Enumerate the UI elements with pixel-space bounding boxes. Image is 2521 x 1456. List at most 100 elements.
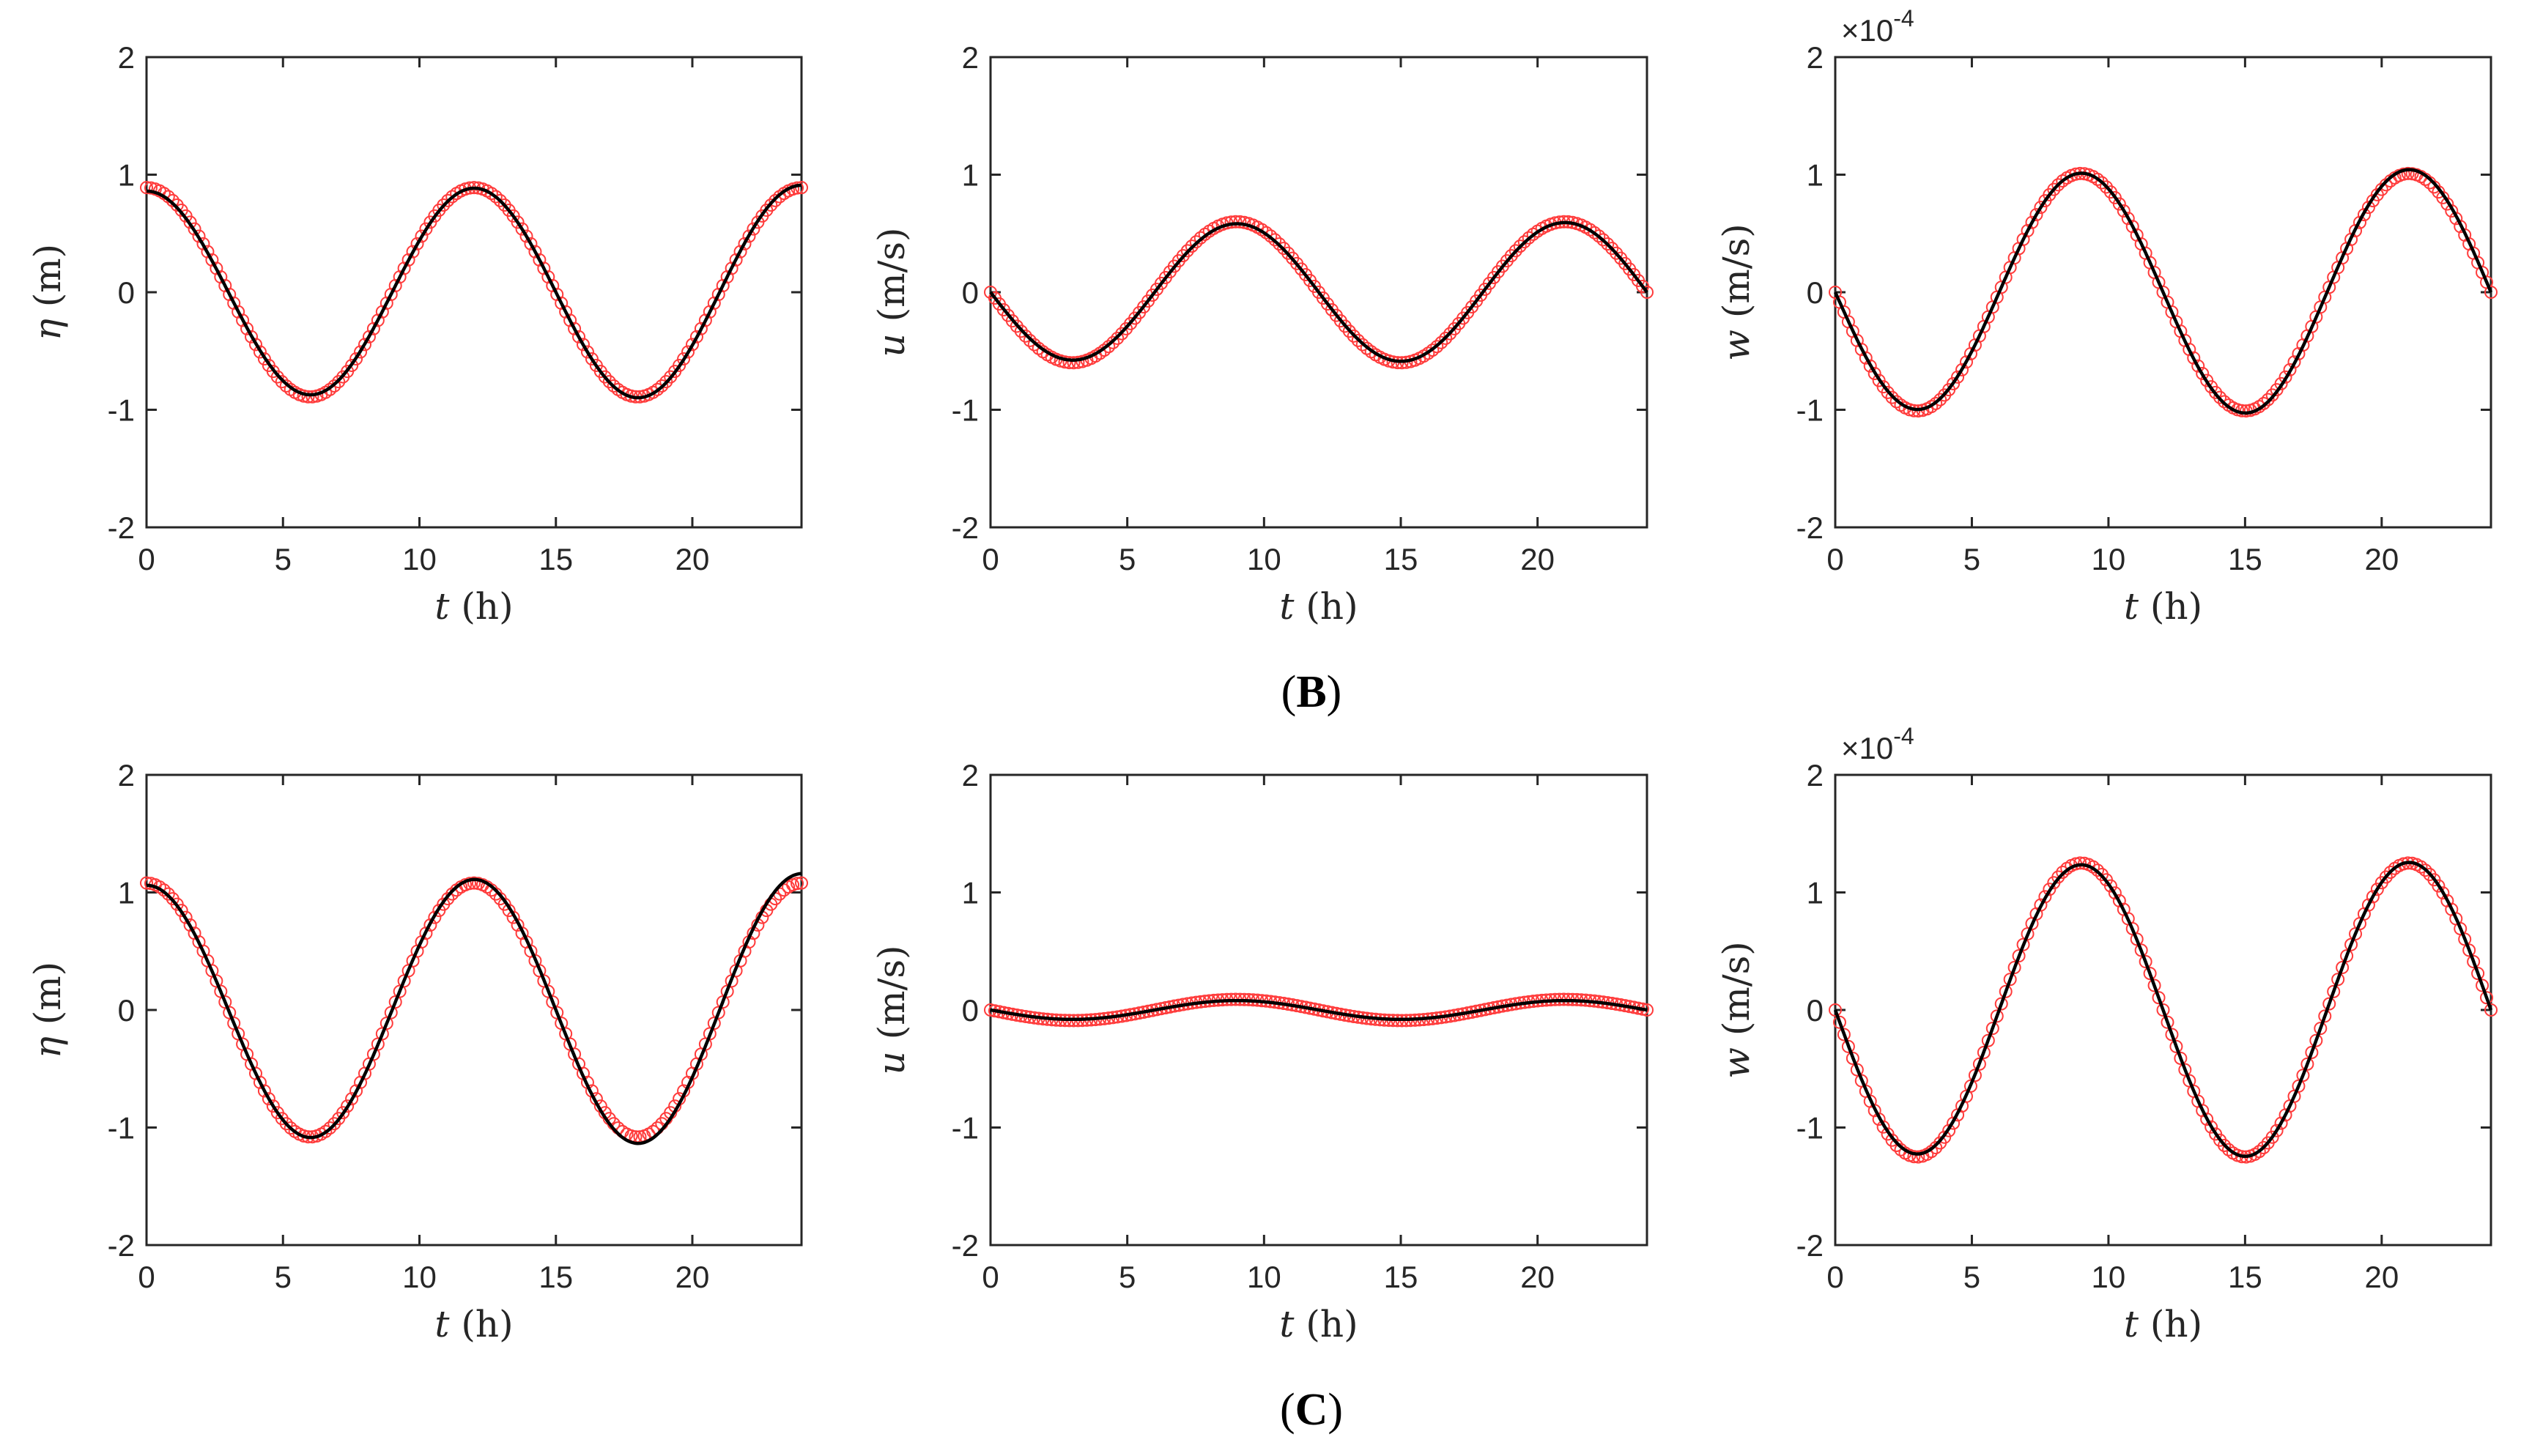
data-point: [1837, 1028, 1851, 1041]
x-tick-label: 10: [1247, 1260, 1281, 1294]
data-point: [279, 1117, 293, 1131]
data-point: [345, 358, 359, 372]
data-point: [563, 313, 577, 327]
data-point: [2357, 208, 2371, 222]
data-point: [2287, 355, 2301, 369]
y-tick-label: 2: [1807, 40, 1824, 75]
data-point: [524, 237, 538, 250]
data-point: [1885, 390, 1899, 404]
data-point: [1942, 1123, 1956, 1137]
data-point: [1273, 237, 1287, 251]
panel-C-u: 0 5 10 15 20 -2 -1 0 1 2 t (h) u (m/s): [870, 758, 1654, 1345]
data-point: [245, 330, 259, 343]
data-point: [2051, 870, 2065, 884]
data-point: [1062, 356, 1076, 370]
data-point: [2265, 1130, 2279, 1144]
data-point: [2034, 201, 2048, 215]
data-point: [2047, 182, 2061, 196]
data-point: [401, 253, 415, 267]
data-point: [2296, 1069, 2310, 1082]
data-point: [2218, 1138, 2232, 1152]
data-point: [568, 322, 582, 335]
data-point: [358, 338, 371, 352]
data-point: [2274, 376, 2288, 390]
data-point: [1106, 335, 1120, 349]
y-axis-label: η (m): [26, 962, 69, 1058]
data-point: [1889, 395, 1903, 409]
y-tick-label: 2: [1807, 758, 1824, 792]
data-point: [275, 375, 289, 389]
data-point: [2200, 1113, 2214, 1126]
x-tick-label: 15: [2228, 1260, 2262, 1294]
data-point: [2007, 961, 2021, 975]
x-tick-label: 5: [1963, 542, 1980, 576]
data-point: [2165, 1028, 2179, 1041]
data-point: [1929, 396, 1943, 410]
series-data: [140, 876, 808, 1144]
panel-C-eta: 0 5 10 15 20 -2 -1 0 1 2 t (h) η (m): [26, 758, 808, 1345]
data-point: [528, 245, 542, 259]
data-point: [2418, 863, 2432, 877]
data-point: [1259, 226, 1273, 239]
data-point: [493, 193, 507, 207]
data-point: [2283, 363, 2297, 376]
data-point: [257, 352, 271, 366]
data-point: [484, 187, 498, 201]
x-tick-label: 5: [275, 542, 292, 576]
data-point: [1859, 351, 1873, 365]
x-axis-label: t (h): [2124, 1303, 2202, 1345]
y-tick-label: -2: [952, 1228, 979, 1263]
series-model-line: [989, 220, 1648, 363]
data-point: [1854, 343, 1868, 357]
data-point: [1355, 338, 1369, 352]
data-point: [2205, 1120, 2218, 1134]
data-point: [2414, 860, 2428, 874]
data-point: [2300, 1057, 2314, 1071]
data-point: [1443, 327, 1457, 341]
data-point: [327, 379, 341, 393]
data-point: [2458, 932, 2472, 946]
y-tick-label: 2: [962, 758, 979, 792]
y-tick-label: -2: [1796, 510, 1824, 545]
data-point: [1513, 239, 1527, 253]
series-data: [140, 181, 808, 404]
x-tick-label: 0: [1826, 1260, 1843, 1294]
y-tick-label: 1: [118, 158, 135, 193]
y-axis-label: u (m/s): [870, 227, 913, 357]
data-point: [2484, 286, 2498, 299]
data-point: [1977, 1045, 1991, 1059]
data-point: [1889, 1138, 1903, 1152]
data-point: [253, 345, 267, 359]
data-point: [419, 222, 433, 236]
data-point: [236, 313, 250, 327]
data-point: [2374, 182, 2388, 196]
y-tick-label: 1: [962, 876, 979, 910]
data-point: [673, 358, 686, 372]
data-point: [161, 887, 175, 901]
data-point: [572, 330, 586, 343]
data-point: [2471, 967, 2485, 981]
data-point: [2366, 890, 2380, 904]
data-point: [2174, 1051, 2188, 1065]
y-tick-label: 0: [962, 993, 979, 1028]
x-tick-label: 0: [1826, 542, 1843, 576]
data-point: [1504, 249, 1518, 263]
data-point: [489, 190, 503, 204]
data-point: [1508, 244, 1522, 258]
data-point: [2327, 984, 2341, 998]
data-point: [1027, 338, 1041, 352]
data-point: [445, 887, 459, 901]
x-tick-label: 20: [1520, 1260, 1555, 1294]
data-point: [2073, 856, 2087, 870]
series-model-line: [1833, 861, 2493, 1159]
data-point: [319, 1124, 333, 1138]
data-point: [2314, 1022, 2328, 1036]
y-tick-label: -2: [108, 1228, 135, 1263]
data-point: [323, 1121, 337, 1135]
y-axis-label: u (m/s): [870, 945, 913, 1074]
data-point: [441, 892, 455, 906]
x-tick-label: 10: [2092, 1260, 2126, 1294]
y-tick-label: 0: [118, 275, 135, 310]
data-point: [2361, 898, 2375, 912]
data-point: [1189, 235, 1203, 249]
